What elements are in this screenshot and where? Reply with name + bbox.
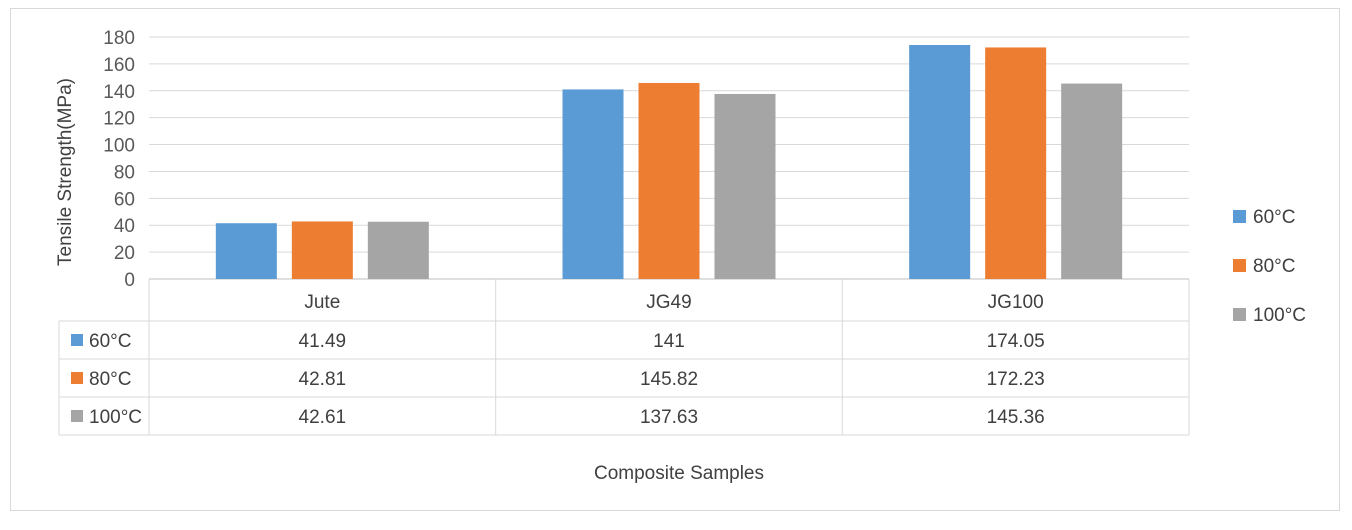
y-tick-label: 160	[103, 55, 135, 76]
bar-jg100-1	[985, 47, 1047, 279]
legend-label: 80°C	[1253, 256, 1295, 277]
table-cell-value: 174.05	[987, 331, 1045, 352]
bar-jg49-2	[714, 93, 776, 279]
legend-label: 100°C	[1253, 305, 1306, 326]
table-cell-value: 141	[653, 331, 685, 352]
bar-jg100-2	[1061, 83, 1123, 279]
legend-swatch	[1233, 308, 1246, 321]
y-tick-label: 120	[103, 109, 135, 130]
table-series-name: 100°C	[89, 407, 142, 428]
bar-jute-1	[291, 221, 353, 279]
category-label: JG100	[988, 292, 1044, 313]
table-legend-key	[71, 372, 83, 384]
table-cell-value: 42.81	[299, 369, 347, 390]
bar-jg49-1	[638, 82, 700, 279]
bar-jute-2	[367, 221, 429, 279]
y-tick-label: 140	[103, 82, 135, 103]
chart-frame: 0 20 40 60 80 100 120 140 160 180 Tensile Strength…	[10, 8, 1340, 511]
y-tick-label: 20	[114, 243, 135, 264]
table-cell-value: 137.63	[640, 407, 698, 428]
table-cell-value: 145.36	[987, 407, 1045, 428]
legend-swatch	[1233, 259, 1246, 272]
table-legend-key	[71, 410, 83, 422]
bar-jg100-0	[909, 44, 971, 279]
y-tick-label: 60	[114, 189, 135, 210]
legend-swatch	[1233, 210, 1246, 223]
table-cell-value: 42.61	[299, 407, 347, 428]
y-tick-label: 40	[114, 216, 135, 237]
table-series-name: 80°C	[89, 369, 131, 390]
y-axis-label: Tensile Strength(MPa)	[55, 78, 76, 266]
chart-svg: 0 20 40 60 80 100 120 140 160 180 Tensile Strength…	[55, 28, 1306, 484]
table-legend-key	[71, 334, 83, 346]
y-tick-label: 0	[124, 270, 135, 291]
table-series-name: 60°C	[89, 331, 131, 352]
bar-jute-0	[215, 223, 277, 279]
y-tick-label: 80	[114, 162, 135, 183]
category-label: JG49	[646, 292, 691, 313]
legend-label: 60°C	[1253, 207, 1295, 228]
y-tick-label: 100	[103, 136, 135, 157]
table-cell-value: 41.49	[299, 331, 347, 352]
category-label: Jute	[304, 292, 340, 313]
table-cell-value: 172.23	[987, 369, 1045, 390]
bar-jg49-0	[562, 89, 624, 279]
y-tick-label: 180	[103, 28, 135, 49]
table-cell-value: 145.82	[640, 369, 698, 390]
x-axis-label: Composite Samples	[594, 463, 764, 484]
